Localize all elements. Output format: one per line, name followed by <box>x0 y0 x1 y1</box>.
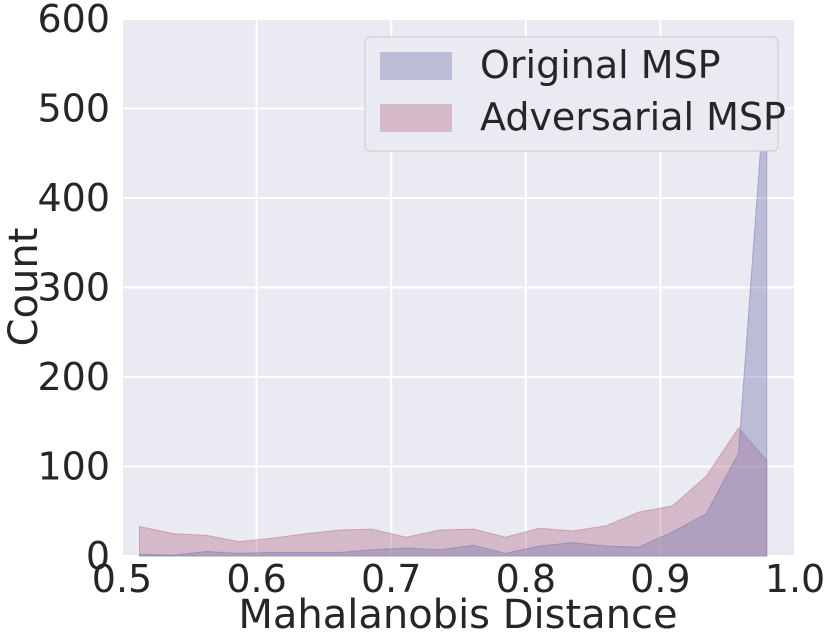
legend: Original MSP Adversarial MSP <box>364 36 786 152</box>
x-tick-label: 0.5 <box>92 557 152 601</box>
y-tick-label: 500 <box>37 87 110 131</box>
y-tick-label: 300 <box>37 266 110 310</box>
y-tick-label: 0 <box>86 534 110 578</box>
y-tick-label: 100 <box>37 445 110 489</box>
legend-label-adversarial-msp: Adversarial MSP <box>480 95 786 139</box>
x-tick-label: 1.0 <box>765 557 825 601</box>
series-layer <box>138 63 768 557</box>
y-tick-label: 400 <box>37 176 110 220</box>
legend-box <box>364 36 779 152</box>
y-tick-label: 600 <box>37 0 110 41</box>
legend-swatch-adversarial-msp <box>380 104 452 132</box>
x-tick-label: 0.9 <box>630 557 690 601</box>
legend-swatch-original-msp <box>380 52 452 80</box>
tick-labels: 0.5 0.6 0.7 0.8 0.9 1.0 0 100 200 300 400 500 600 <box>37 0 825 601</box>
legend-label-original-msp: Original MSP <box>480 43 721 87</box>
x-tick-label: 0.7 <box>361 557 421 601</box>
x-tick-label: 0.6 <box>226 557 286 601</box>
y-axis-label: Count <box>1 228 47 347</box>
area-adversarial-msp <box>138 427 768 557</box>
area-original-msp <box>138 63 768 557</box>
x-tick-label: 0.8 <box>496 557 556 601</box>
y-tick-label: 200 <box>37 355 110 399</box>
x-axis-label: Mahalanobis Distance <box>238 592 677 638</box>
